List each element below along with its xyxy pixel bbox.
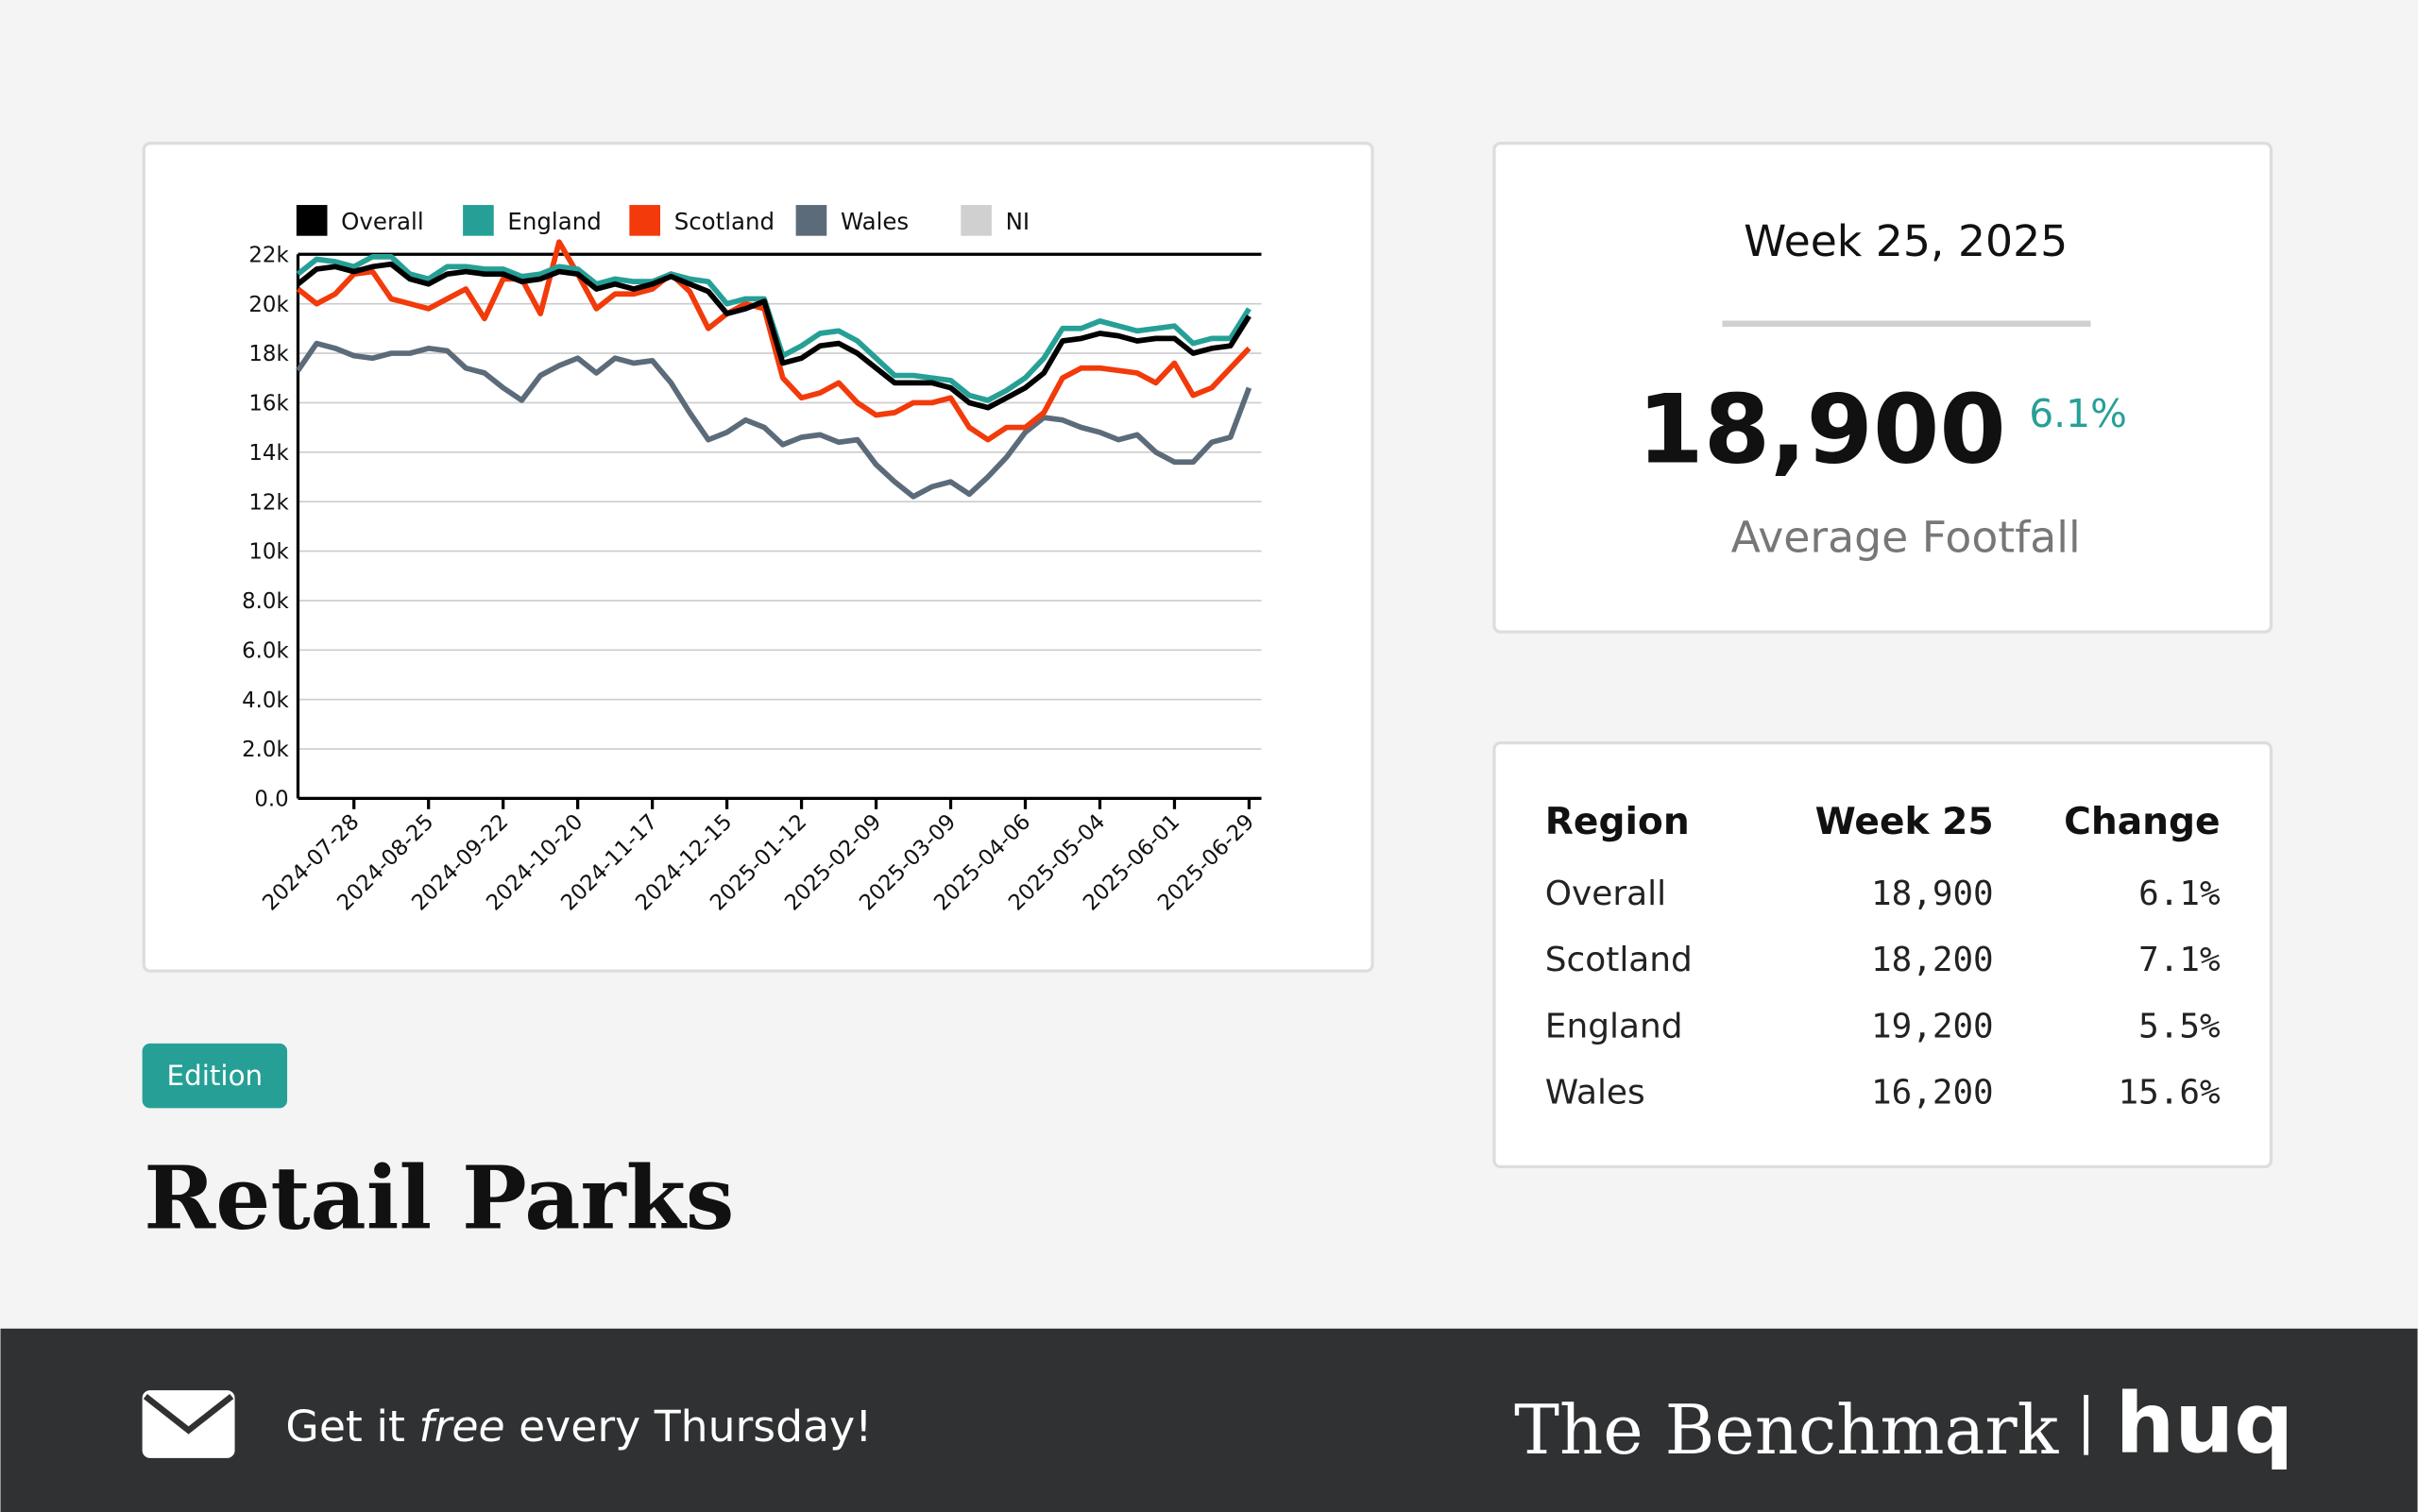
series-line bbox=[296, 261, 1252, 411]
legend-swatch bbox=[795, 205, 827, 236]
footer-cta[interactable]: Get it free every Thursday! bbox=[285, 1402, 872, 1452]
legend-swatch bbox=[296, 205, 328, 236]
y-tick-label: 6.0k bbox=[242, 638, 289, 663]
edition-badge bbox=[142, 1043, 288, 1109]
table-cell: Overall bbox=[1545, 875, 1666, 913]
table-header: Week 25 bbox=[1815, 801, 1994, 843]
y-tick-label: 22k bbox=[248, 243, 289, 267]
brand-logo: huq bbox=[2116, 1374, 2294, 1471]
series-line bbox=[296, 340, 1252, 500]
legend-label: Wales bbox=[841, 208, 909, 235]
table-cell: Scotland bbox=[1545, 941, 1693, 979]
page-title: Retail Parks bbox=[144, 1147, 734, 1249]
table-cell: 18,200 bbox=[1871, 941, 1994, 979]
legend-label: NI bbox=[1006, 208, 1030, 235]
summary-label: Average Footfall bbox=[1731, 512, 2081, 562]
legend-label: Overall bbox=[341, 208, 423, 235]
brand-name: The Benchmark bbox=[1514, 1390, 2059, 1470]
mail-icon bbox=[142, 1390, 235, 1458]
cta-emphasis: free bbox=[419, 1402, 505, 1452]
table-cell: 16,200 bbox=[1871, 1074, 1994, 1113]
table-header: Change bbox=[2064, 801, 2221, 843]
table-cell: 15.6% bbox=[2119, 1074, 2221, 1113]
table-cell: England bbox=[1545, 1007, 1683, 1045]
y-tick-label: 2.0k bbox=[242, 738, 289, 762]
y-tick-label: 20k bbox=[248, 293, 289, 317]
chart-card bbox=[142, 142, 1374, 973]
y-tick-label: 12k bbox=[248, 490, 289, 515]
summary-value: 18,900 bbox=[1637, 374, 2005, 485]
y-tick-label: 14k bbox=[248, 441, 289, 466]
badge-text: Edition bbox=[167, 1060, 264, 1092]
region-table: Region Week 25 Change Overall 18,900 6.1% Scot… bbox=[1545, 801, 2221, 1113]
summary-card bbox=[1492, 142, 2273, 634]
legend-label: England bbox=[507, 208, 601, 235]
summary-week: Week 25, 2025 bbox=[1744, 216, 2068, 266]
y-tick-label: 18k bbox=[248, 342, 289, 366]
summary-change: 6.1% bbox=[2029, 391, 2127, 436]
table-cell: 5.5% bbox=[2138, 1007, 2221, 1045]
legend-swatch bbox=[629, 205, 661, 236]
cta-text: Get it bbox=[285, 1402, 418, 1452]
y-tick-label: 4.0k bbox=[242, 688, 289, 713]
table-cell: 19,200 bbox=[1871, 1007, 1994, 1045]
cta-text: every Thursday! bbox=[505, 1402, 873, 1452]
table-card bbox=[1492, 740, 2273, 1169]
table-cell: 18,900 bbox=[1871, 875, 1994, 913]
y-tick-label: 8.0k bbox=[242, 589, 289, 614]
series-line bbox=[296, 239, 1252, 443]
legend-label: Scotland bbox=[674, 208, 775, 235]
legend-swatch bbox=[961, 205, 992, 236]
y-tick-label: 10k bbox=[248, 540, 289, 565]
table-cell: 6.1% bbox=[2138, 875, 2221, 913]
legend-swatch bbox=[463, 205, 494, 236]
table-header: Region bbox=[1545, 801, 1690, 843]
footer bbox=[0, 1328, 2418, 1512]
y-tick-label: 16k bbox=[248, 392, 289, 416]
table-cell: Wales bbox=[1545, 1074, 1645, 1113]
y-tick-label: 0.0 bbox=[254, 788, 288, 812]
table-cell: 7.1% bbox=[2138, 941, 2221, 979]
